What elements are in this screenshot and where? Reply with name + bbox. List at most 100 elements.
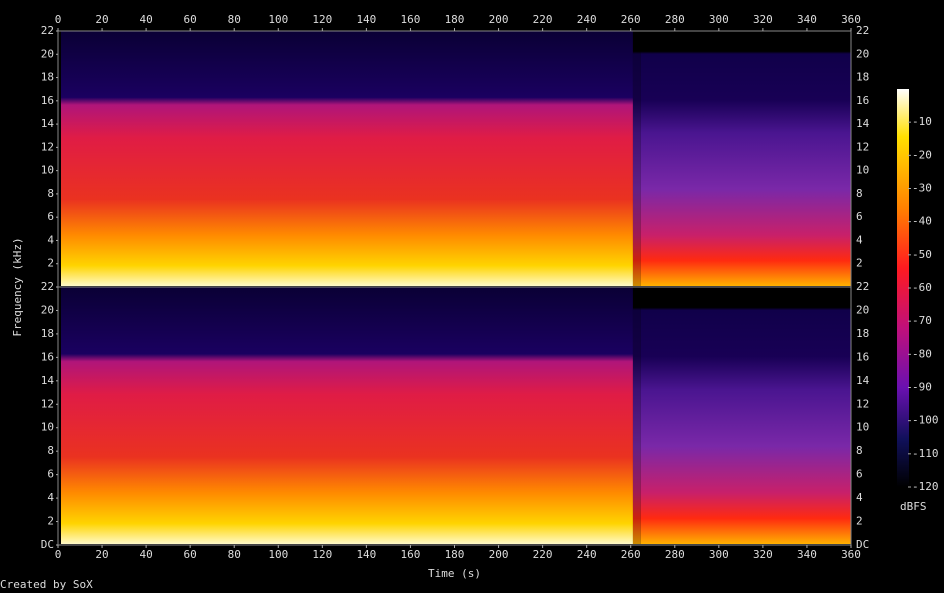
x-tick-label: 340 bbox=[797, 13, 817, 26]
y-tick-label-right: 14 bbox=[856, 374, 870, 387]
x-tick-label: 140 bbox=[356, 548, 376, 561]
x-tick-label: 80 bbox=[228, 548, 241, 561]
colorbar-tick-label: -70 bbox=[912, 314, 932, 327]
y-tick-label: 16 bbox=[41, 350, 54, 363]
y-tick-label-right: 8 bbox=[856, 187, 863, 200]
x-tick-label: 240 bbox=[577, 548, 597, 561]
colorbar-tick-label: -20 bbox=[912, 148, 932, 161]
x-tick-label: 240 bbox=[577, 13, 597, 26]
x-tick-label: 40 bbox=[139, 548, 152, 561]
colorbar-tick-label: -30 bbox=[912, 182, 932, 195]
y-tick-label: 18 bbox=[41, 327, 54, 340]
x-tick-label: 260 bbox=[621, 548, 641, 561]
spectrum-transition bbox=[632, 287, 641, 544]
x-axis-label: Time (s) bbox=[428, 567, 481, 580]
y-tick-label-right: 20 bbox=[856, 47, 869, 60]
y-tick-label: 2 bbox=[47, 515, 54, 528]
y-tick-label-right: 22 bbox=[856, 24, 869, 37]
colorbar bbox=[897, 89, 909, 487]
y-tick-label: 2 bbox=[47, 257, 54, 270]
y-tick-label: 4 bbox=[47, 491, 54, 504]
x-tick-label: 260 bbox=[621, 13, 641, 26]
y-axis-label: Frequency (kHz) bbox=[11, 237, 24, 336]
y-tick-label-right: 10 bbox=[856, 421, 869, 434]
x-tick-label: 220 bbox=[533, 548, 553, 561]
y-tick-label-right: 20 bbox=[856, 303, 869, 316]
x-tick-label: 0 bbox=[55, 13, 62, 26]
colorbar-tick-label: -40 bbox=[912, 215, 932, 228]
x-tick-label: 320 bbox=[753, 548, 773, 561]
x-tick-label: 100 bbox=[268, 548, 288, 561]
footer-credit: Created by SoX bbox=[0, 578, 93, 591]
x-tick-label: 300 bbox=[709, 13, 729, 26]
y-tick-label: 8 bbox=[47, 187, 54, 200]
x-tick-label: 220 bbox=[533, 13, 553, 26]
y-tick-label: 22 bbox=[41, 280, 54, 293]
colorbar-tick-label: -90 bbox=[912, 381, 932, 394]
y-tick-label-right: 12 bbox=[856, 140, 869, 153]
x-tick-label: 80 bbox=[228, 13, 241, 26]
x-tick-label: 20 bbox=[95, 13, 108, 26]
spectrum-quiet-section bbox=[640, 31, 851, 286]
x-tick-label: 60 bbox=[184, 13, 197, 26]
y-tick-label: 18 bbox=[41, 71, 54, 84]
y-tick-label: 16 bbox=[41, 94, 54, 107]
y-tick-label: 6 bbox=[47, 468, 54, 481]
y-tick-label-right: 4 bbox=[856, 491, 863, 504]
colorbar-tick-label: -60 bbox=[912, 281, 932, 294]
y-tick-label-right: 22 bbox=[856, 280, 869, 293]
y-tick-label: 14 bbox=[41, 374, 55, 387]
y-tick-label: 10 bbox=[41, 421, 54, 434]
y-tick-label: 10 bbox=[41, 164, 54, 177]
x-tick-label: 340 bbox=[797, 548, 817, 561]
colorbar-tick-label: -50 bbox=[912, 248, 932, 261]
y-tick-label-right: 18 bbox=[856, 71, 869, 84]
x-tick-label: 200 bbox=[489, 13, 509, 26]
x-tick-label: 20 bbox=[95, 548, 108, 561]
y-tick-label: 22 bbox=[41, 24, 54, 37]
spectrum-transition bbox=[632, 31, 641, 286]
colorbar-label: dBFS bbox=[900, 500, 927, 513]
x-tick-label: 120 bbox=[312, 548, 332, 561]
y-tick-label: 12 bbox=[41, 397, 54, 410]
y-tick-label-right: 4 bbox=[856, 233, 863, 246]
x-tick-label: 160 bbox=[401, 13, 421, 26]
y-tick-label-right: 14 bbox=[856, 117, 870, 130]
y-tick-label: 14 bbox=[41, 117, 55, 130]
x-tick-label: 200 bbox=[489, 548, 509, 561]
y-tick-label: 20 bbox=[41, 47, 54, 60]
x-tick-label: 40 bbox=[139, 13, 152, 26]
x-tick-label: 100 bbox=[268, 13, 288, 26]
spectrum-quiet-section bbox=[640, 287, 851, 544]
x-tick-label: 120 bbox=[312, 13, 332, 26]
y-tick-label-right: 16 bbox=[856, 94, 869, 107]
colorbar-tick-label: -110 bbox=[912, 447, 939, 460]
y-tick-label-right: 18 bbox=[856, 327, 869, 340]
colorbar-tick-label: -10 bbox=[912, 115, 932, 128]
y-tick-label-right: 6 bbox=[856, 468, 863, 481]
y-tick-label-right: 2 bbox=[856, 257, 863, 270]
spectrum-loud-section bbox=[61, 287, 633, 544]
y-tick-label: 6 bbox=[47, 210, 54, 223]
x-tick-label: 140 bbox=[356, 13, 376, 26]
y-tick-label: 4 bbox=[47, 233, 54, 246]
y-tick-label: DC bbox=[41, 538, 54, 551]
y-tick-label: 8 bbox=[47, 444, 54, 457]
x-tick-label: 300 bbox=[709, 548, 729, 561]
x-tick-label: 160 bbox=[401, 548, 421, 561]
colorbar-tick-label: -120 bbox=[912, 480, 939, 493]
x-tick-label: 180 bbox=[445, 13, 465, 26]
y-tick-label-right: 12 bbox=[856, 397, 869, 410]
x-tick-label: 280 bbox=[665, 13, 685, 26]
y-tick-label-right: DC bbox=[856, 538, 869, 551]
x-tick-label: 0 bbox=[55, 548, 62, 561]
spectrum-loud-section bbox=[61, 31, 633, 286]
x-tick-label: 360 bbox=[841, 548, 861, 561]
y-tick-label-right: 2 bbox=[856, 515, 863, 528]
x-tick-label: 60 bbox=[184, 548, 197, 561]
x-tick-label: 320 bbox=[753, 13, 773, 26]
y-tick-label-right: 8 bbox=[856, 444, 863, 457]
x-tick-label: 360 bbox=[841, 13, 861, 26]
colorbar-tick-label: -100 bbox=[912, 414, 939, 427]
x-tick-label: 180 bbox=[445, 548, 465, 561]
